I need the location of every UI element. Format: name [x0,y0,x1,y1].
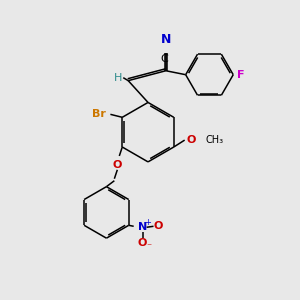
Text: O: O [112,160,122,170]
Text: F: F [237,70,245,80]
Text: N: N [161,32,171,46]
Text: Br: Br [92,109,105,119]
Text: CH₃: CH₃ [206,135,224,145]
Text: H: H [114,73,122,83]
Text: C: C [160,54,168,64]
Text: ⁻: ⁻ [146,242,151,252]
Text: +: + [144,218,151,227]
Text: O: O [138,238,147,248]
Text: O: O [154,221,163,231]
Text: O: O [187,135,196,145]
Text: N: N [138,222,147,232]
